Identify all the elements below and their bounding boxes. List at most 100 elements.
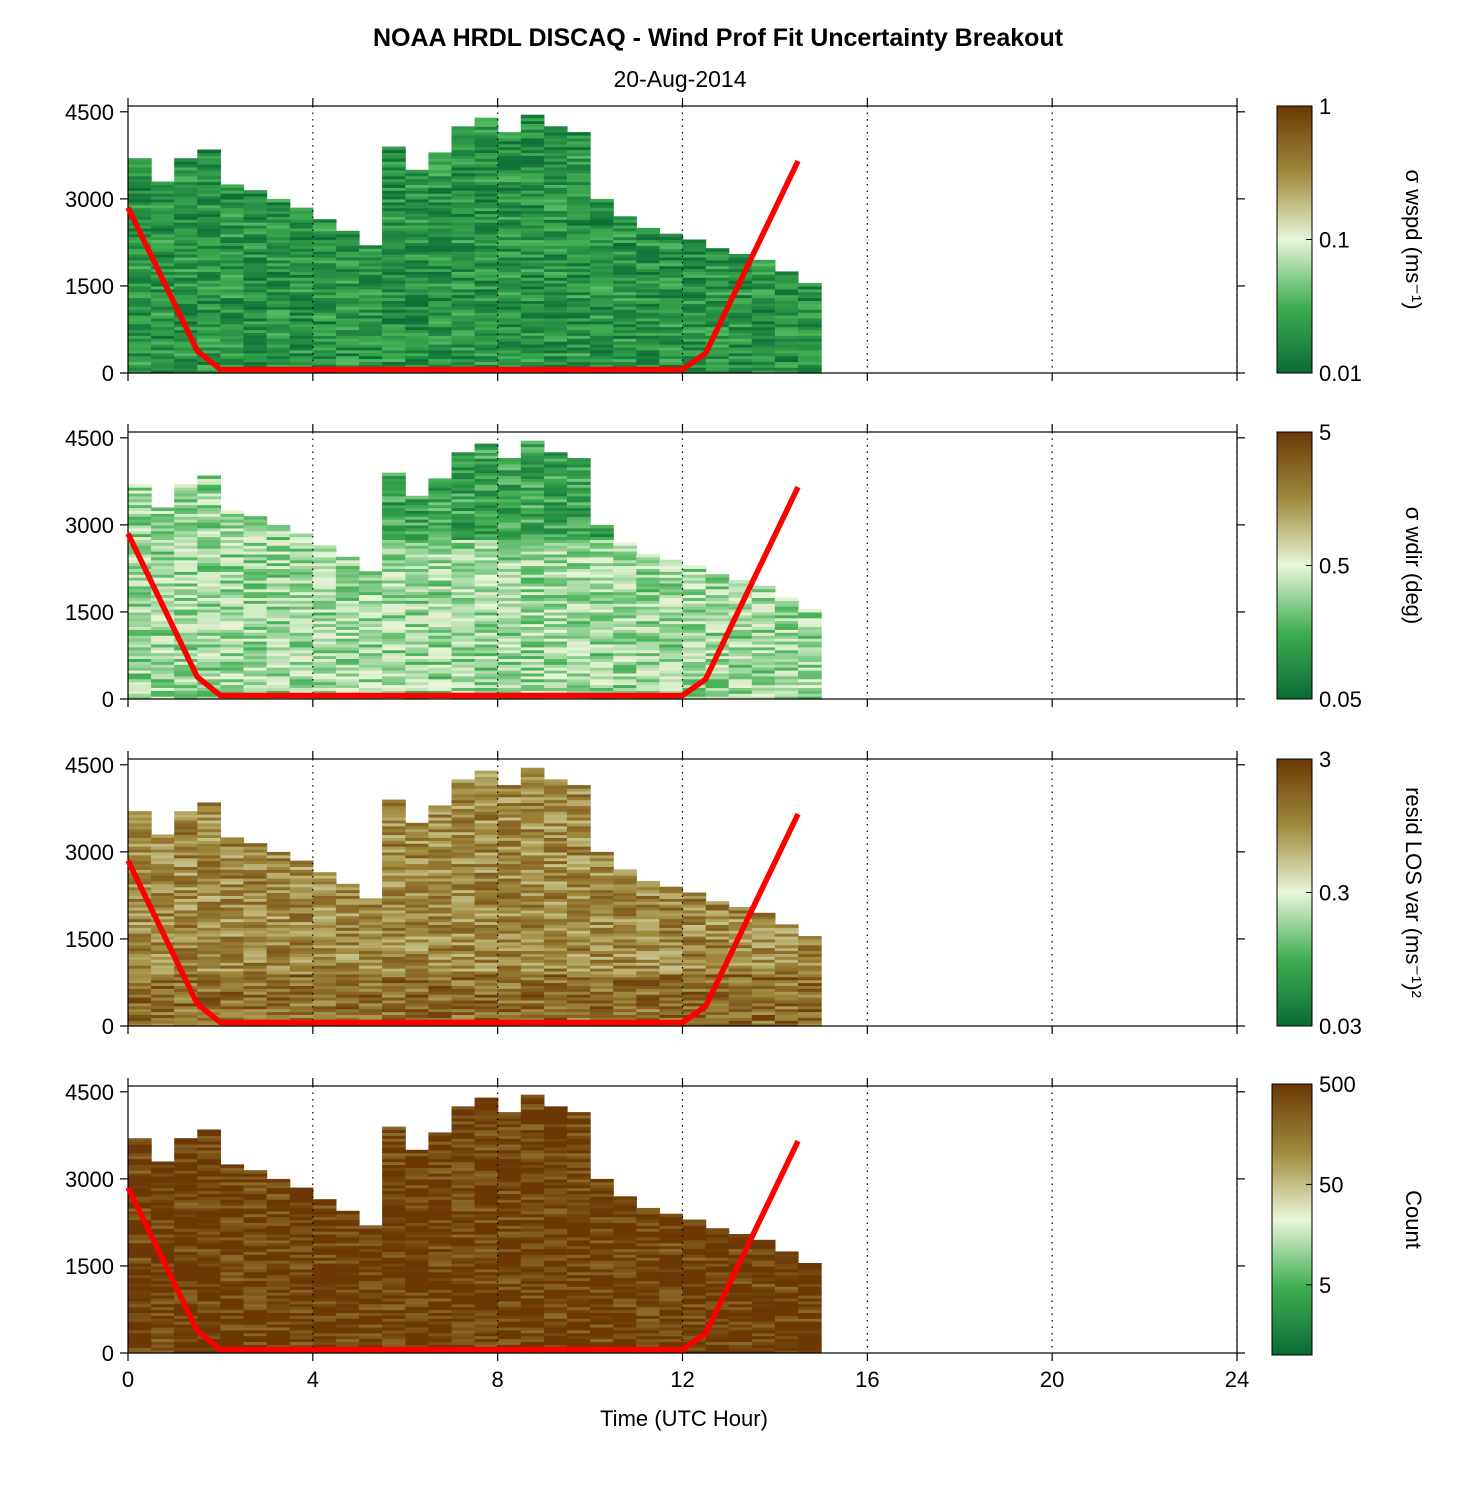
heatmap-cell — [590, 233, 614, 238]
heatmap-cell — [451, 349, 476, 354]
heatmap-cell — [289, 652, 314, 657]
heatmap-cell — [220, 291, 245, 296]
heatmap-cell — [220, 297, 245, 301]
heatmap-cell — [359, 254, 383, 258]
heatmap-cell — [266, 239, 291, 243]
heatmap-cell — [567, 207, 591, 212]
heatmap-cell — [428, 872, 453, 876]
heatmap-cell — [359, 277, 383, 281]
heatmap-cell — [382, 352, 406, 357]
heatmap-cell — [382, 481, 406, 485]
heatmap-cell — [289, 344, 314, 348]
heatmap-cell — [543, 617, 568, 622]
heatmap-cell — [705, 603, 730, 607]
heatmap-cell — [567, 317, 591, 322]
heatmap-cell — [520, 280, 545, 284]
heatmap-cell — [590, 687, 614, 691]
heatmap-cell — [405, 507, 429, 511]
heatmap-cell — [567, 658, 591, 662]
heatmap-cell — [497, 458, 522, 462]
heatmap-cell — [705, 277, 730, 281]
heatmap-cell — [567, 152, 591, 156]
heatmap-cell — [798, 664, 822, 668]
heatmap-cell — [266, 875, 291, 879]
heatmap-cell — [474, 976, 499, 981]
heatmap-cell — [590, 216, 614, 220]
heatmap-cell — [405, 924, 429, 928]
heatmap-cell — [798, 288, 822, 293]
heatmap-cell — [266, 863, 291, 867]
heatmap-cell — [197, 886, 221, 891]
heatmap-cell — [174, 498, 198, 503]
heatmap-cell — [128, 285, 152, 290]
heatmap-cell — [451, 840, 476, 844]
heatmap-cell — [243, 519, 268, 523]
heatmap-cell — [151, 641, 175, 645]
heatmap-cell — [405, 982, 429, 986]
heatmap-cell — [312, 219, 337, 223]
heatmap-cell — [520, 614, 545, 619]
heatmap-cell — [798, 326, 822, 331]
heatmap-cell — [382, 950, 406, 954]
heatmap-cell — [197, 611, 221, 616]
heatmap-cell — [567, 620, 591, 625]
heatmap-cell — [590, 527, 614, 532]
heatmap-cell — [659, 606, 684, 610]
heatmap-cell — [243, 227, 268, 232]
heatmap-cell — [497, 646, 522, 651]
heatmap-cell — [567, 184, 591, 188]
heatmap-cell — [543, 312, 568, 316]
heatmap-cell — [174, 233, 198, 238]
heatmap-cell — [151, 857, 175, 862]
heatmap-cell — [705, 675, 730, 680]
heatmap-cell — [613, 335, 637, 339]
heatmap-cell — [728, 317, 753, 322]
heatmap-cell — [798, 655, 822, 659]
heatmap-cell — [520, 239, 545, 243]
heatmap-cell — [751, 349, 776, 354]
heatmap-cell — [451, 600, 476, 604]
heatmap-cell — [243, 230, 268, 235]
heatmap-cell — [359, 606, 383, 610]
heatmap-cell — [451, 216, 476, 220]
heatmap-cell — [497, 872, 522, 876]
heatmap-cell — [289, 588, 314, 593]
heatmap-cell — [497, 690, 522, 694]
heatmap-cell — [543, 507, 568, 511]
heatmap-cell — [197, 181, 221, 185]
heatmap-cell — [312, 652, 337, 657]
heatmap-cell — [359, 912, 383, 917]
heatmap-cell — [428, 883, 453, 888]
heatmap-cell — [497, 849, 522, 853]
heatmap-cell — [220, 652, 245, 657]
heatmap-cell — [382, 239, 406, 243]
heatmap-cell — [474, 817, 499, 821]
heatmap-cell — [497, 956, 522, 960]
heatmap-cell — [474, 889, 499, 894]
heatmap-cell — [382, 849, 406, 853]
heatmap-cell — [497, 851, 522, 856]
heatmap-cell — [312, 655, 337, 659]
heatmap-cell — [567, 135, 591, 139]
heatmap-cell — [451, 857, 476, 862]
heatmap-cell — [312, 626, 337, 630]
heatmap-cell — [705, 254, 730, 258]
heatmap-cell — [428, 623, 453, 627]
heatmap-cell — [451, 271, 476, 275]
heatmap-cell — [451, 938, 476, 943]
heatmap-cell — [197, 492, 221, 497]
heatmap-cell — [728, 687, 753, 691]
heatmap-cell — [428, 364, 453, 368]
heatmap-cell — [243, 239, 268, 243]
heatmap-cell — [243, 539, 268, 543]
heatmap-cell — [128, 344, 152, 348]
heatmap-cell — [312, 320, 337, 325]
heatmap-cell — [266, 988, 291, 992]
heatmap-cell — [197, 207, 221, 212]
heatmap-cell — [220, 875, 245, 879]
heatmap-cell — [382, 335, 406, 339]
y-tick-label: 3000 — [65, 513, 114, 538]
heatmap-cell — [543, 254, 568, 258]
heatmap-cell — [474, 291, 499, 296]
heatmap-cell — [382, 207, 406, 212]
